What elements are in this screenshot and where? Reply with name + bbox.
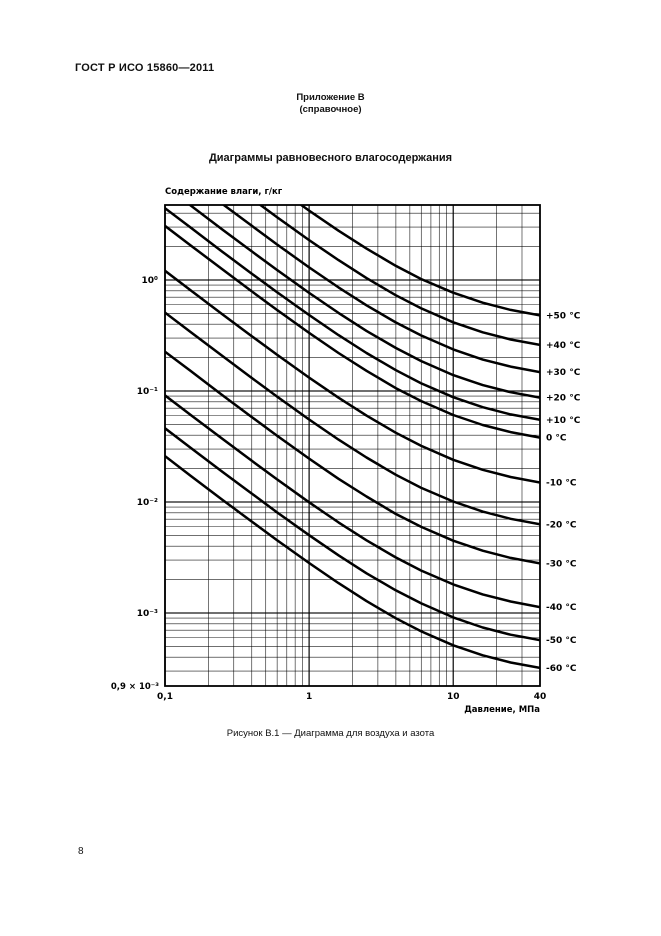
x-axis-title: Давление, МПа xyxy=(464,705,540,715)
appendix-block: Приложение В (справочное) xyxy=(0,92,661,116)
y-axis-title: Содержание влаги, г/кг xyxy=(165,187,283,197)
x-tick-label: 0,1 xyxy=(157,692,173,702)
moisture-chart-svg: 0,1 1 10 40 10⁰ 10⁻¹ 10⁻² 10⁻³ 0,9 × 10⁻³ Содержа… xyxy=(111,187,581,715)
y-tick-label: 10⁰ xyxy=(142,276,159,286)
temperature-curve xyxy=(299,205,540,317)
x-tick-label: 40 xyxy=(534,692,547,702)
curve-label: +10 °C xyxy=(546,416,581,426)
curve-label: +40 °C xyxy=(546,341,581,351)
curve-label: -60 °C xyxy=(546,664,577,674)
temperature-curve xyxy=(221,205,540,374)
curve-label: -30 °C xyxy=(546,559,577,569)
y-corner-label: 0,9 × 10⁻³ xyxy=(111,682,159,692)
curve-label: +20 °C xyxy=(546,394,581,404)
temperature-curve xyxy=(165,311,540,526)
temperature-curve xyxy=(165,394,540,609)
figure-chart: 0,1 1 10 40 10⁰ 10⁻¹ 10⁻² 10⁻³ 0,9 × 10⁻³ Содержа… xyxy=(95,176,605,736)
curve-label: -20 °C xyxy=(546,520,577,530)
curve-label: +50 °C xyxy=(546,311,581,321)
appendix-title: Приложение В xyxy=(296,92,365,103)
temperature-curve xyxy=(165,224,540,439)
figure-caption: Рисунок В.1 — Диаграмма для воздуха и аз… xyxy=(226,728,435,739)
grid xyxy=(164,205,541,686)
y-tick-label: 10⁻¹ xyxy=(137,387,158,397)
temperature-curve xyxy=(165,269,540,484)
x-tick-label: 1 xyxy=(306,692,312,702)
temperature-curve xyxy=(187,205,540,399)
temperature-curve xyxy=(258,205,540,347)
curve-label: -10 °C xyxy=(546,478,577,488)
x-tick-label: 10 xyxy=(447,692,460,702)
temperature-curve xyxy=(165,206,540,422)
curve-label: +30 °C xyxy=(546,368,581,378)
temperature-curve xyxy=(165,454,540,670)
temperature-curve xyxy=(165,427,540,642)
y-tick-label: 10⁻³ xyxy=(137,609,158,619)
temperature-curve xyxy=(165,350,540,565)
y-tick-label: 10⁻² xyxy=(137,498,158,508)
curve-label: -50 °C xyxy=(546,636,577,646)
page-title: Диаграммы равновесного влагосодержания xyxy=(208,152,453,164)
curve-label: -40 °C xyxy=(546,603,577,613)
appendix-subtitle: (справочное) xyxy=(299,104,362,115)
curve-label: 0 °C xyxy=(546,434,567,444)
plot-border xyxy=(164,204,541,687)
page-number: 8 xyxy=(78,846,84,857)
curve-group xyxy=(165,205,540,670)
document-header: ГОСТ Р ИСО 15860—2011 xyxy=(75,62,215,74)
